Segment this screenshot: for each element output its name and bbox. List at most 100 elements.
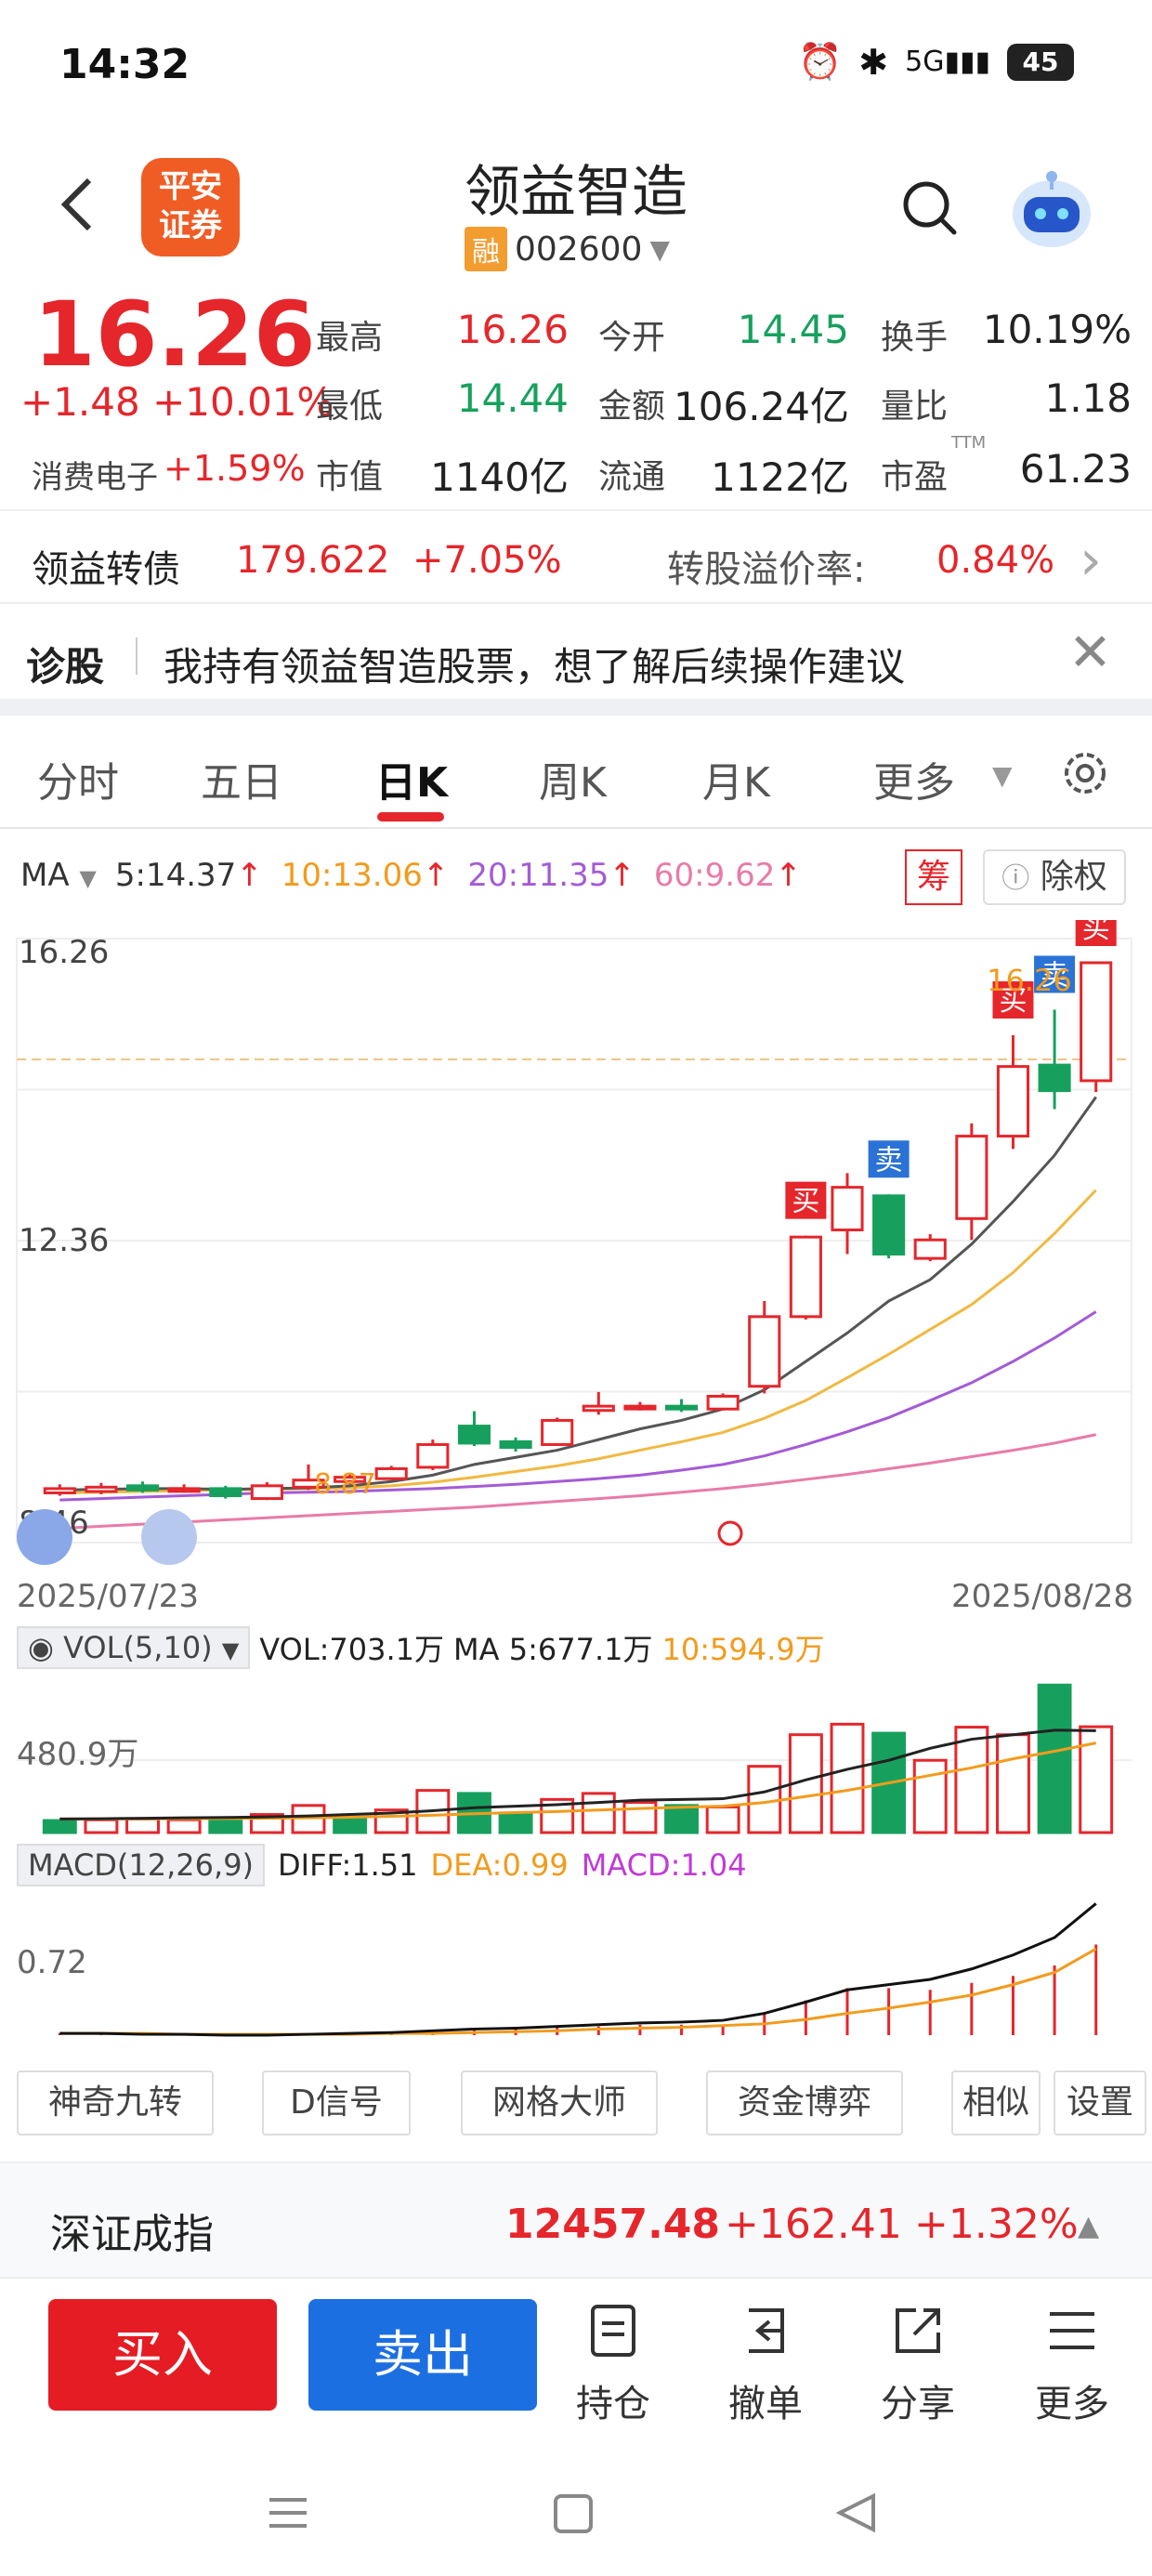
quote-value: 106.24亿 [674, 384, 849, 429]
index-value: 12457.48 [505, 2201, 721, 2248]
chart-period-tabs: 分时 五日 日K 周K 月K 更多 ▼ [0, 716, 1152, 829]
volume-bar [1079, 1725, 1114, 1834]
close-icon[interactable]: ✕ [1068, 623, 1112, 683]
tool-similar[interactable]: 相似 [951, 2070, 1041, 2136]
macd-indicator-selector[interactable]: MACD(12,26,9) [17, 1844, 266, 1886]
diagnosis-label: 诊股 [26, 644, 105, 690]
menu-nav-icon[interactable] [269, 2498, 307, 2528]
tool-grid-master[interactable]: 网格大师 [461, 2070, 658, 2136]
tab-monthly-k[interactable]: 月K [702, 759, 770, 807]
back-button[interactable] [48, 167, 104, 242]
broker-logo-text: 平安证券 [159, 168, 222, 244]
volume-bar [1037, 1683, 1072, 1834]
search-icon[interactable] [897, 175, 962, 240]
tools-row: 神奇九转 D信号 网格大师 资金博弈 相似 设置 [0, 2070, 1152, 2154]
candle-body [416, 1442, 450, 1469]
ma10-value: 10:13.06↑ [281, 857, 450, 894]
fullscreen-button[interactable] [141, 1509, 197, 1565]
buy-button[interactable]: 买入 [48, 2299, 277, 2411]
divider [136, 637, 137, 675]
cb-premium-value: 0.84% [936, 539, 1055, 582]
expand-button[interactable] [17, 1509, 72, 1565]
macd-chart[interactable] [0, 1886, 1152, 2044]
chevron-right-icon: › [1080, 528, 1102, 593]
quote-label: 市盈 [881, 458, 949, 496]
home-nav-icon[interactable] [554, 2494, 593, 2533]
stock-code-selector[interactable]: 融 002600 ▼ [465, 227, 670, 271]
back-nav-icon[interactable] [835, 2492, 875, 2533]
back-arrow-icon [60, 177, 92, 231]
candle-body [1038, 1063, 1071, 1093]
chip-distribution-button[interactable]: 筹 [905, 849, 962, 905]
list-menu-icon [1050, 2312, 1094, 2349]
candle-body [623, 1404, 657, 1411]
candle-body [582, 1404, 615, 1413]
convertible-bond-row[interactable]: 领益转债 179.622 +7.05% 转股溢价率: 0.84% › [0, 509, 1152, 602]
signal-text: 买 [1082, 920, 1110, 945]
ma60-text: 60:9.62 [653, 857, 776, 894]
signal-badge [785, 1181, 827, 1219]
ex-rights-button[interactable]: ⓘ 除权 [983, 849, 1126, 905]
cancel-order-label: 撤单 [728, 2383, 803, 2425]
candle-body [43, 1487, 76, 1494]
quote-value: 14.45 [737, 307, 849, 352]
macd-diff: DIFF:1.51 [278, 1847, 418, 1883]
sector-name[interactable]: 消费电子 [32, 459, 158, 496]
undo-icon [749, 2308, 784, 2353]
quote-value: 14.44 [456, 375, 569, 421]
diagnosis-banner[interactable]: 诊股 我持有领益智造股票，想了解后续操作建议 ✕ [0, 602, 1152, 699]
fast-forward-icon [17, 1509, 72, 1565]
macd-dea: DEA:0.99 [430, 1847, 569, 1883]
volume-chart[interactable] [0, 1673, 1152, 1840]
macd-legend: MACD(12,26,9) DIFF:1.51 DEA:0.99 MACD:1.… [17, 1844, 747, 1886]
price-change: +1.48 +10.01% [20, 379, 334, 425]
event-star-icon [717, 1520, 743, 1546]
gear-icon[interactable] [1059, 747, 1111, 799]
change-percent: +10.01% [152, 379, 334, 425]
network-type: 5G [905, 46, 945, 78]
change-amount: +1.48 [20, 379, 140, 425]
document-icon [591, 2305, 635, 2357]
volume-bar [333, 1816, 368, 1834]
ma60-line [59, 1433, 1096, 1531]
diagnosis-text: 我持有领益智造股票，想了解后续操作建议 [164, 644, 906, 690]
ma20-line [59, 1310, 1097, 1502]
status-icons: ⏰ ✱ 5G▮▮▮ 45 [798, 41, 1074, 83]
ma-selector[interactable]: MA ▼ [20, 857, 97, 894]
tab-intraday[interactable]: 分时 [37, 759, 119, 807]
ai-assistant-robot-icon[interactable] [1003, 165, 1100, 253]
tab-daily-k[interactable]: 日K [375, 759, 449, 807]
ma10-line [59, 1189, 1097, 1494]
eye-icon: ◉ [28, 1630, 54, 1665]
volume-legend: ◉ VOL(5,10) ▼ VOL:703.1万 MA 5:677.1万 10:… [17, 1626, 825, 1669]
more-button[interactable]: 更多 [1016, 2301, 1128, 2427]
battery-icon: 45 [1007, 43, 1074, 81]
quote-label: 金额 [598, 388, 666, 426]
tab-weekly-k[interactable]: 周K [539, 759, 607, 807]
tool-settings[interactable]: 设置 [1054, 2070, 1146, 2136]
tab-five-day[interactable]: 五日 [201, 759, 282, 807]
sell-button[interactable]: 卖出 [308, 2299, 537, 2411]
index-ticker[interactable]: 深证成指 12457.48 +162.41 +1.32% ▲ [0, 2162, 1152, 2279]
tool-nine-turn[interactable]: 神奇九转 [17, 2070, 214, 2136]
tool-d-signal[interactable]: D信号 [262, 2070, 411, 2136]
volume-indicator-selector[interactable]: ◉ VOL(5,10) ▼ [17, 1626, 251, 1669]
holdings-button[interactable]: 持仓 [557, 2301, 669, 2427]
tool-fund-game[interactable]: 资金博弈 [706, 2070, 903, 2136]
broker-logo: 平安证券 [141, 158, 240, 256]
candle-body [85, 1485, 118, 1493]
share-label: 分享 [881, 2383, 955, 2425]
cancel-order-button[interactable]: 撤单 [710, 2301, 821, 2427]
section-gap [0, 699, 1152, 716]
index-change: +162.41 [725, 2201, 902, 2248]
candle-body [789, 1235, 822, 1319]
tab-more[interactable]: 更多 [873, 759, 955, 807]
fullscreen-icon [141, 1509, 197, 1565]
y-axis-label: 16.26 [19, 934, 109, 971]
volume-bar [208, 1818, 243, 1834]
share-button[interactable]: 分享 [862, 2301, 974, 2427]
cb-price: 179.622 [236, 539, 390, 582]
signal-icon: 5G▮▮▮ [905, 46, 990, 78]
cb-name: 领益转债 [32, 548, 180, 591]
